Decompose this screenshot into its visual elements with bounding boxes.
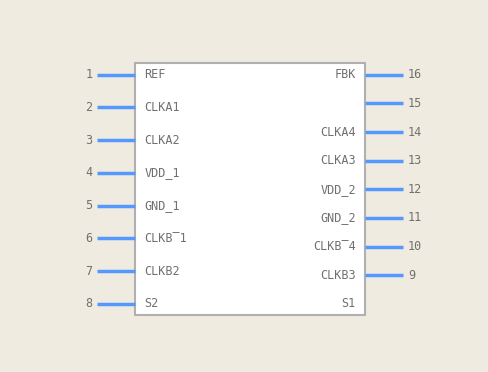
Text: CLKA4: CLKA4	[320, 125, 356, 138]
Text: 6: 6	[85, 232, 92, 245]
Text: S1: S1	[342, 297, 356, 310]
Text: 13: 13	[408, 154, 422, 167]
Text: CLKB̅1: CLKB̅1	[144, 232, 187, 245]
Text: 5: 5	[85, 199, 92, 212]
Text: 9: 9	[408, 269, 415, 282]
Text: 14: 14	[408, 125, 422, 138]
Text: 1: 1	[85, 68, 92, 81]
Text: GND_2: GND_2	[320, 211, 356, 224]
Text: CLKB̅4: CLKB̅4	[313, 240, 356, 253]
Text: CLKA3: CLKA3	[320, 154, 356, 167]
Text: S2: S2	[144, 297, 159, 310]
Text: VDD_1: VDD_1	[144, 166, 180, 179]
Text: REF: REF	[144, 68, 165, 81]
Text: 12: 12	[408, 183, 422, 196]
Text: 15: 15	[408, 97, 422, 110]
Text: 8: 8	[85, 297, 92, 310]
Text: 7: 7	[85, 264, 92, 278]
Text: CLKB2: CLKB2	[144, 264, 180, 278]
Text: 16: 16	[408, 68, 422, 81]
Text: VDD_2: VDD_2	[320, 183, 356, 196]
Text: CLKA1: CLKA1	[144, 101, 180, 114]
Bar	[135, 63, 366, 315]
Text: 2: 2	[85, 101, 92, 114]
Text: GND_1: GND_1	[144, 199, 180, 212]
Text: 11: 11	[408, 211, 422, 224]
Text: FBK: FBK	[335, 68, 356, 81]
Text: CLKA2: CLKA2	[144, 134, 180, 147]
Text: 4: 4	[85, 166, 92, 179]
Text: CLKB3: CLKB3	[320, 269, 356, 282]
Text: 10: 10	[408, 240, 422, 253]
Text: 3: 3	[85, 134, 92, 147]
